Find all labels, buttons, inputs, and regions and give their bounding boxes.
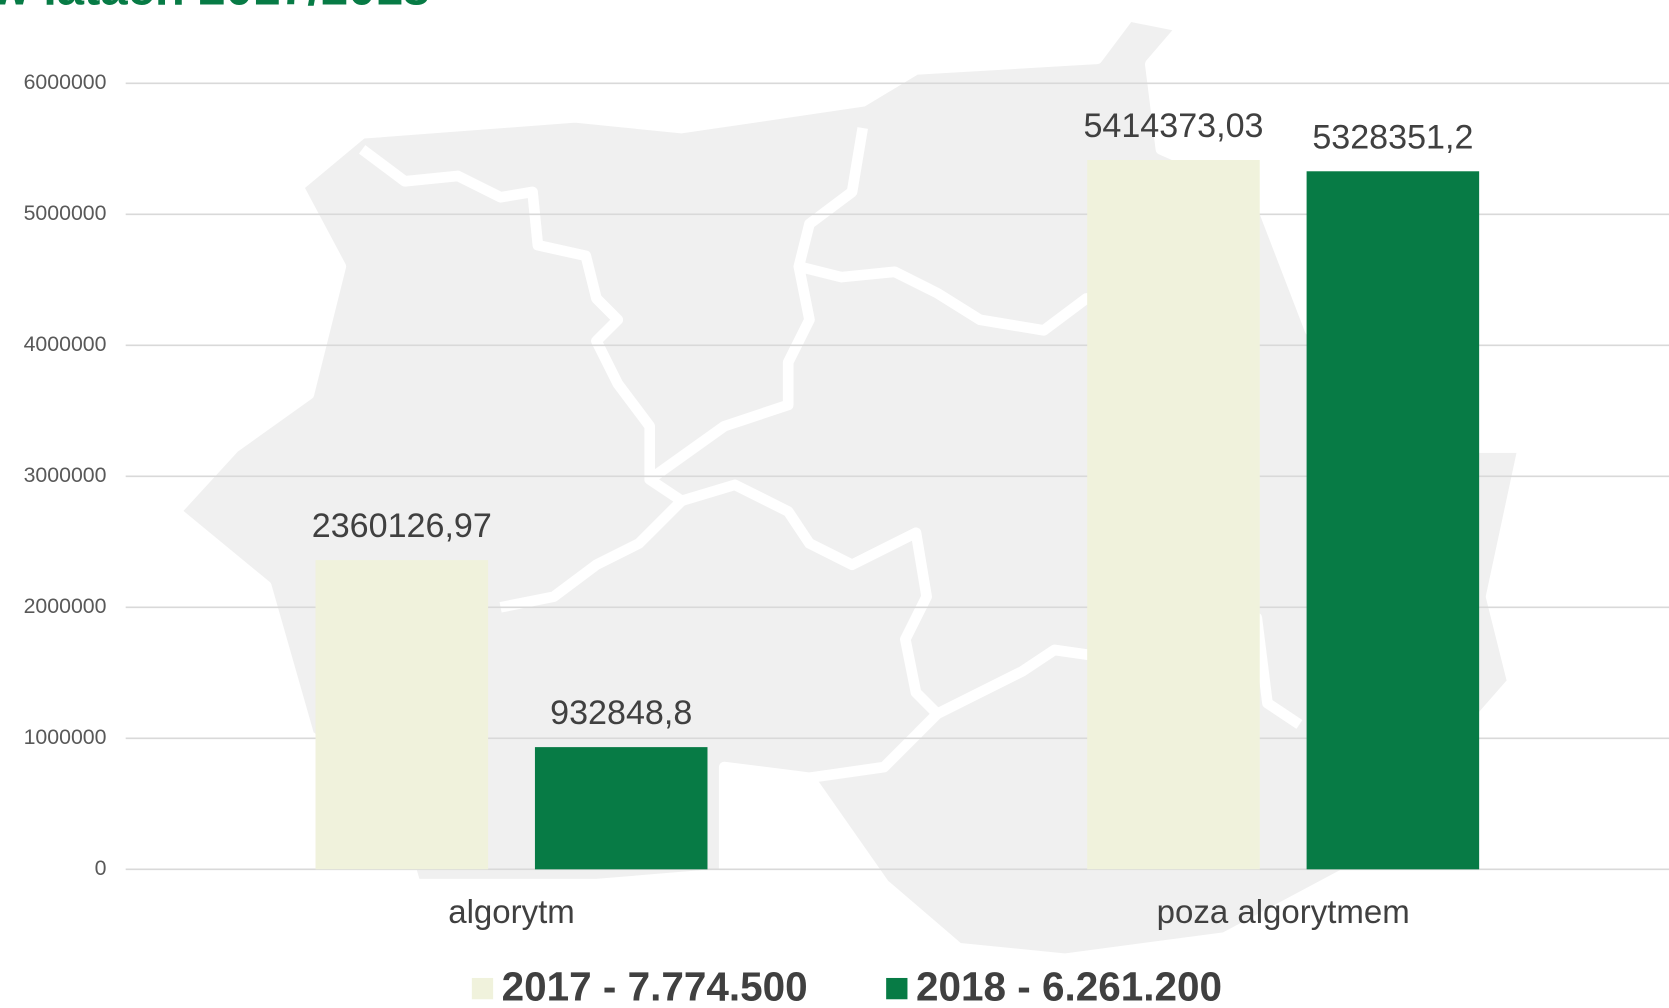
x-tick-label: poza algorytmem [1157,893,1410,930]
bar [534,747,708,870]
data-label: 5328351,2 [1312,118,1473,156]
data-label: 932848,8 [550,694,692,732]
legend-label: 2018 - 6.261.200 [916,963,1222,1008]
data-label: 2360126,97 [312,507,492,545]
y-tick-label: 5000000 [24,201,107,225]
bar [315,560,489,870]
legend-label: 2017 - 7.774.500 [502,963,808,1008]
legend-swatch [471,977,494,1000]
chart-title: w latach 2017/2018 [0,0,430,16]
y-tick-label: 0 [95,856,107,880]
x-tick-label: algorytm [448,893,575,930]
legend-swatch [886,977,908,1000]
bar [1087,160,1260,870]
data-label: 5414373,03 [1083,107,1263,145]
y-tick-label: 1000000 [24,725,107,749]
y-tick-label: 4000000 [24,332,107,356]
bar [1306,171,1480,870]
y-tick-label: 2000000 [24,594,107,618]
y-tick-label: 6000000 [24,70,107,94]
y-tick-label: 3000000 [24,463,107,487]
